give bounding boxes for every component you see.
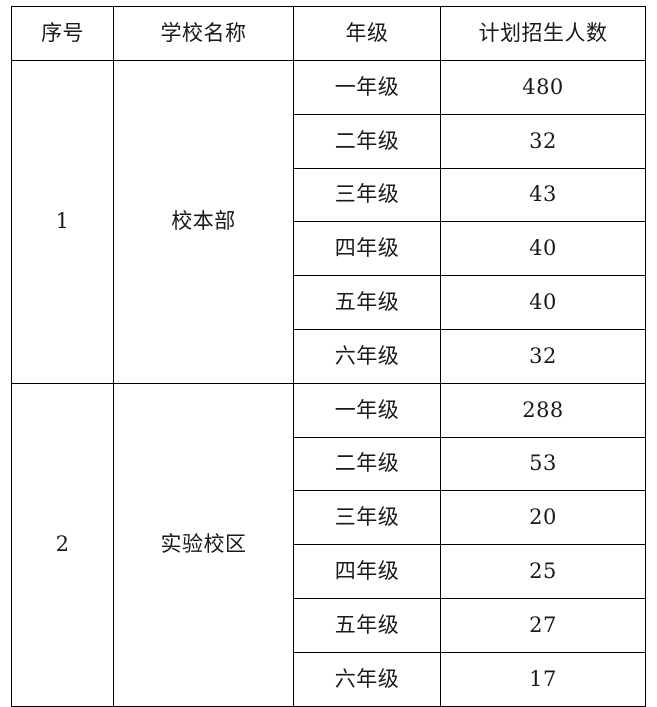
cell-grade: 一年级 bbox=[293, 60, 441, 115]
table-row: 五年级 27 bbox=[12, 597, 646, 653]
cell-school-group-1: 校本部 bbox=[113, 60, 294, 384]
column-header-school: 学校名称 bbox=[113, 6, 294, 61]
cell-plan: 27 bbox=[440, 597, 646, 653]
cell-plan: 43 bbox=[440, 167, 646, 223]
cell-grade: 五年级 bbox=[293, 597, 441, 653]
cell-seq-group-1: 1 bbox=[11, 60, 114, 384]
cell-plan: 40 bbox=[440, 221, 646, 277]
table-row: 三年级 43 bbox=[12, 167, 646, 223]
cell-plan: 40 bbox=[440, 275, 646, 330]
cell-grade: 一年级 bbox=[293, 382, 441, 438]
table-row: 2 实验校区 一年级 288 bbox=[11, 382, 646, 707]
cell-grade: 六年级 bbox=[293, 651, 441, 707]
cell-grade: 二年级 bbox=[293, 436, 441, 492]
column-header-plan: 计划招生人数 bbox=[440, 6, 646, 61]
table-row: 五年级 40 bbox=[12, 275, 646, 330]
cell-grade: 四年级 bbox=[293, 221, 441, 277]
table-row: 三年级 20 bbox=[12, 490, 646, 546]
cell-grade: 二年级 bbox=[293, 113, 441, 169]
table-row: 六年级 17 bbox=[12, 651, 646, 707]
cell-plan: 17 bbox=[440, 651, 646, 707]
cell-grade: 三年级 bbox=[293, 167, 441, 223]
cell-grade: 三年级 bbox=[293, 490, 441, 546]
cell-grade: 四年级 bbox=[293, 544, 441, 599]
table-row: 二年级 32 bbox=[12, 113, 646, 169]
cell-plan: 32 bbox=[440, 113, 646, 169]
cell-plan: 480 bbox=[440, 60, 646, 115]
cell-grade: 六年级 bbox=[293, 328, 441, 384]
cell-plan: 288 bbox=[440, 382, 646, 438]
table-row: 二年级 53 bbox=[12, 436, 646, 492]
cell-school-group-2: 实验校区 bbox=[113, 382, 294, 707]
column-header-grade: 年级 bbox=[293, 6, 441, 61]
column-header-seq: 序号 bbox=[11, 6, 114, 61]
table-row: 六年级 32 bbox=[12, 328, 646, 384]
table-row: 1 校本部 一年级 480 bbox=[11, 60, 646, 384]
enrollment-plan-table: 序号 学校名称 年级 计划招生人数 1 校本部 一年级 480 二年级 32 三… bbox=[11, 6, 646, 707]
cell-plan: 53 bbox=[440, 436, 646, 492]
table-header-row: 序号 学校名称 年级 计划招生人数 bbox=[11, 6, 646, 61]
cell-plan: 25 bbox=[440, 544, 646, 599]
table-row: 四年级 25 bbox=[12, 544, 646, 599]
cell-seq-group-2: 2 bbox=[11, 382, 114, 707]
table-row: 四年级 40 bbox=[12, 221, 646, 277]
cell-plan: 20 bbox=[440, 490, 646, 546]
cell-plan: 32 bbox=[440, 328, 646, 384]
cell-grade: 五年级 bbox=[293, 275, 441, 330]
